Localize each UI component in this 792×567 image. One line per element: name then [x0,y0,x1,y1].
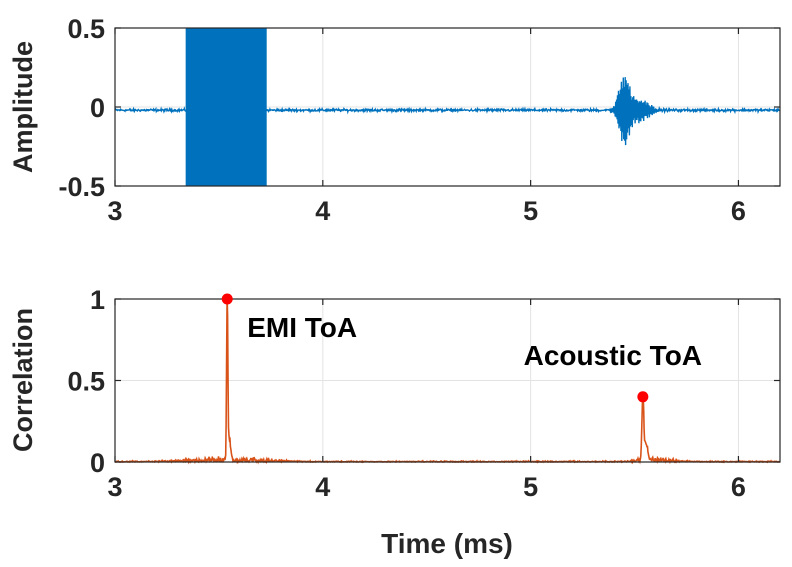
correlation-panel: EMI ToA Acoustic ToA 3 4 5 6 0 0.5 1 Correlatio… [8,285,781,559]
correlation-grid [115,299,780,462]
amplitude-y-tick-label-2: 0.5 [67,14,105,44]
peak-marker-1 [637,391,649,403]
correlation-y-tick-label-1: 0.5 [67,367,105,397]
peak-marker-0 [221,293,233,305]
correlation-x-tick-label-3: 6 [731,472,746,502]
amplitude-y-tick-label-0: -0.5 [58,172,105,202]
correlation-tick-labels: 3 4 5 6 0 0.5 1 [67,285,780,502]
correlation-y-tick-label-0: 0 [90,448,105,478]
peak-label-1: Acoustic ToA [524,340,702,371]
amplitude-series [114,28,781,186]
correlation-x-tick-label-0: 3 [107,472,122,502]
amplitude-x-tick-label-2: 5 [523,196,538,226]
peak-label-0: EMI ToA [247,312,357,343]
correlation-peak-markers: EMI ToA Acoustic ToA [221,293,702,403]
correlation-series [115,295,781,465]
emi-burst-block [185,28,267,186]
amplitude-y-axis-label: Amplitude [8,41,38,173]
amplitude-x-tick-label-1: 4 [315,196,330,226]
amplitude-tick-labels: 3 4 5 6 -0.5 0 0.5 [58,14,780,226]
correlation-x-tick-label-1: 4 [315,472,330,502]
time-x-axis-label: Time (ms) [381,528,513,559]
correlation-y-axis-label: Correlation [8,308,38,452]
correlation-y-tick-label-2: 1 [90,285,105,315]
amplitude-panel: 3 4 5 6 -0.5 0 0.5 Amplitude [8,14,781,226]
amplitude-x-tick-label-0: 3 [107,196,122,226]
amplitude-x-tick-label-3: 6 [731,196,746,226]
correlation-line [115,295,781,465]
amplitude-y-tick-label-1: 0 [90,93,105,123]
correlation-x-tick-label-2: 5 [523,472,538,502]
